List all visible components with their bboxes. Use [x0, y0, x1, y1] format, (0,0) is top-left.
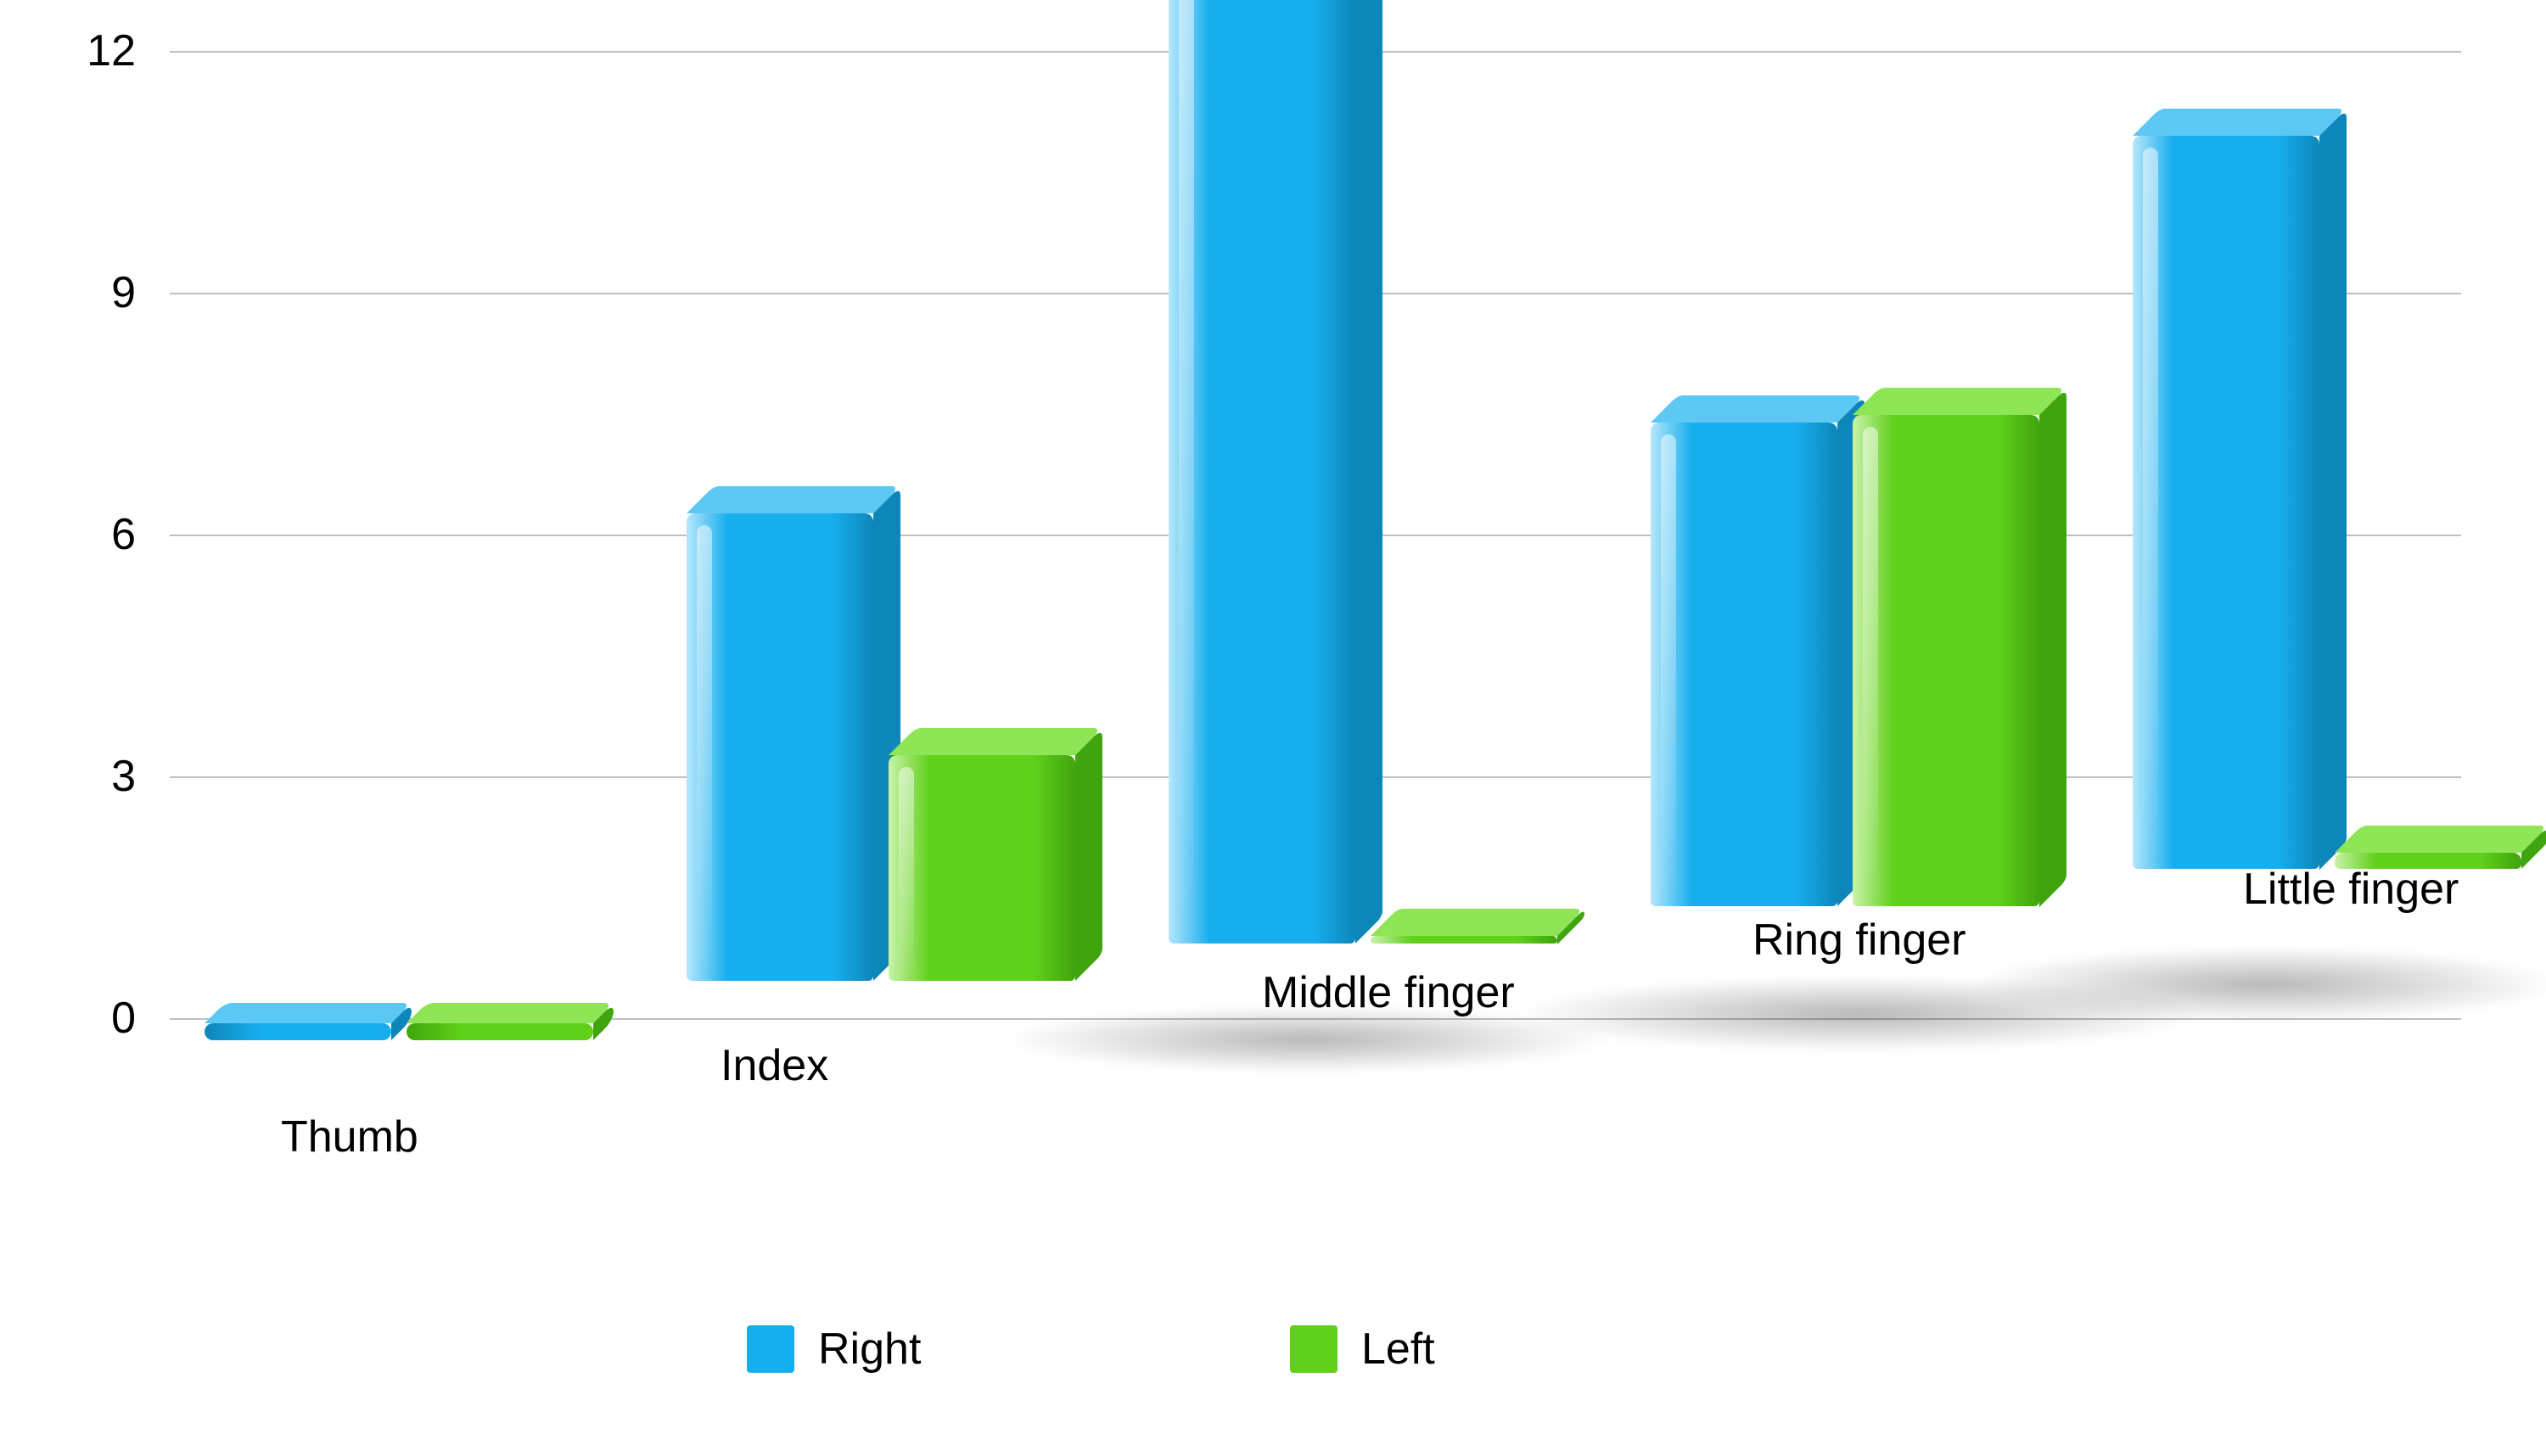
- bar: [1651, 423, 1837, 906]
- ytick-label: 12: [34, 25, 136, 76]
- legend-item: Right: [747, 1324, 921, 1375]
- ytick-label: 9: [34, 267, 136, 318]
- legend-label: Left: [1361, 1324, 1435, 1375]
- bar: [1169, 0, 1355, 944]
- bar-shadow: [1969, 946, 2546, 1022]
- bar: [1853, 415, 2039, 907]
- ytick-label: 0: [34, 993, 136, 1044]
- finger-bar-chart: 0 3 6 9 12 Thumb Index Middle finger Ring finger…: [0, 0, 2546, 1456]
- category-label: Middle finger: [1262, 967, 1515, 1018]
- legend-label: Right: [818, 1324, 921, 1375]
- category-label: Thumb: [281, 1112, 418, 1162]
- bar: [2133, 136, 2319, 870]
- legend-swatch: [747, 1325, 794, 1373]
- bar: [1371, 936, 1557, 944]
- category-label: Little finger: [2243, 864, 2459, 915]
- legend-item: Left: [1290, 1324, 1435, 1375]
- category-label: Ring finger: [1752, 915, 1966, 966]
- category-label: Index: [721, 1040, 828, 1091]
- ytick-label: 6: [34, 509, 136, 560]
- bar: [687, 513, 873, 981]
- ytick-label: 3: [34, 751, 136, 802]
- legend-swatch: [1290, 1325, 1337, 1373]
- bar-stub: [205, 1023, 391, 1040]
- bar: [889, 755, 1075, 981]
- bar-stub: [407, 1023, 593, 1040]
